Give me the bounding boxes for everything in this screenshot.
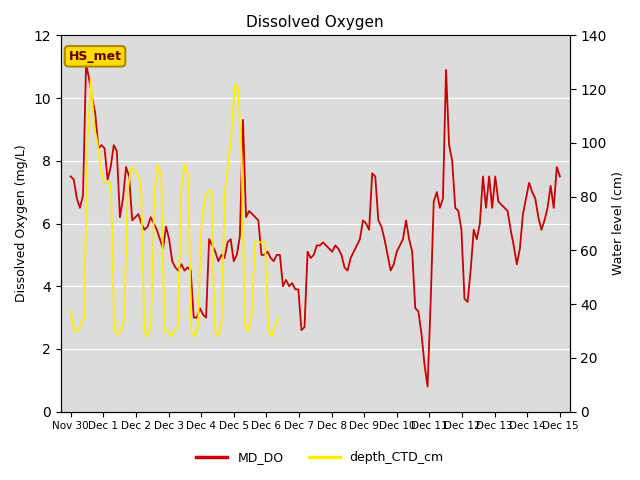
MD_DO: [387, 268, 394, 274]
MD_DO: [473, 236, 481, 242]
Y-axis label: Water level (cm): Water level (cm): [612, 171, 625, 276]
Title: Dissolved Oxygen: Dissolved Oxygen: [246, 15, 384, 30]
MD_DO: [67, 174, 74, 180]
MD_DO: [340, 264, 348, 270]
depth_CTD_cm: [198, 226, 205, 232]
MD_DO: [209, 242, 216, 248]
depth_CTD_cm: [67, 307, 74, 312]
Line: MD_DO: MD_DO: [70, 63, 560, 386]
Line: depth_CTD_cm: depth_CTD_cm: [70, 78, 278, 336]
MD_DO: [556, 174, 564, 180]
MD_DO: [168, 258, 176, 264]
Text: HS_met: HS_met: [68, 50, 122, 63]
MD_DO: [82, 60, 90, 66]
MD_DO: [424, 384, 431, 389]
depth_CTD_cm: [225, 161, 232, 167]
MD_DO: [538, 227, 545, 233]
Legend: MD_DO, depth_CTD_cm: MD_DO, depth_CTD_cm: [191, 446, 449, 469]
Y-axis label: Dissolved Oxygen (mg/L): Dissolved Oxygen (mg/L): [15, 144, 28, 302]
